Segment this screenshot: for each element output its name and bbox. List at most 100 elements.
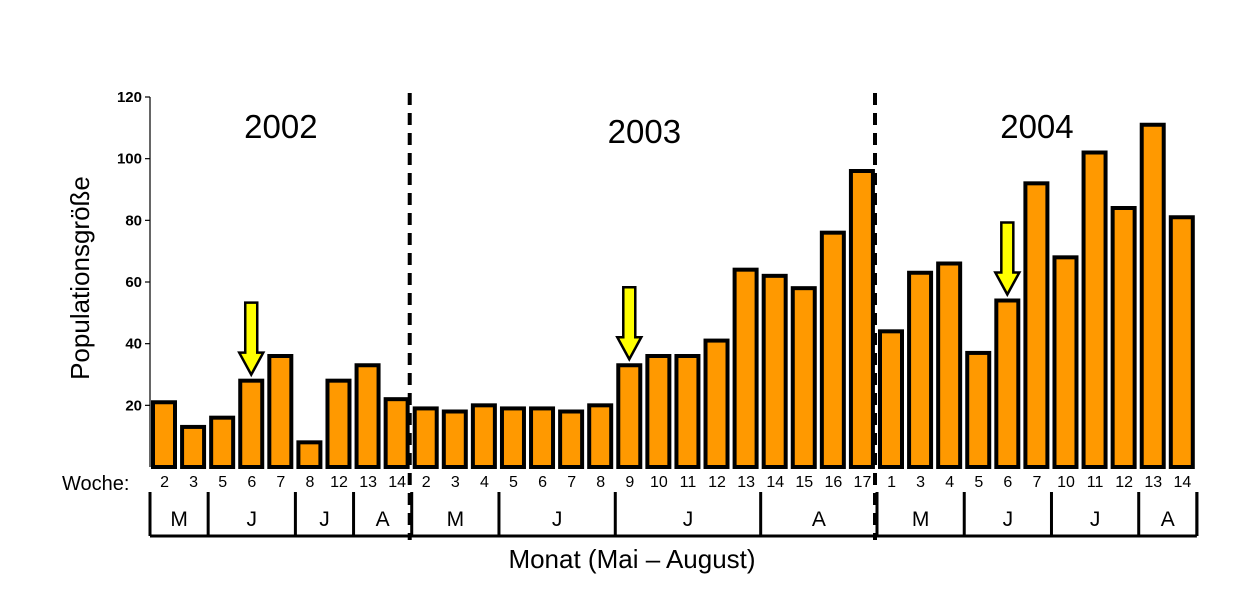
week-tick-label: 2: [422, 474, 431, 491]
bar-2004-week-5: [965, 350, 992, 469]
week-tick-label: 14: [766, 474, 784, 491]
bar-2002-week-12: [325, 378, 352, 469]
month-label: M: [170, 508, 188, 531]
week-tick-label: 3: [916, 474, 925, 491]
bar-2003-week-15: [790, 286, 817, 469]
bar-2003-week-12: [703, 338, 730, 470]
month-label: J: [552, 508, 563, 531]
week-tick-label: 6: [538, 474, 547, 491]
bar-2003-week-3: [441, 409, 468, 469]
bars: [151, 122, 1195, 470]
week-tick-label: 17: [854, 474, 872, 491]
y-axis-label: Populationsgröße: [65, 176, 95, 380]
bar-2003-week-13: [732, 267, 759, 469]
y-tick-label: 40: [125, 336, 142, 353]
bar-2004-week-7: [1023, 181, 1050, 469]
month-label: A: [1161, 508, 1175, 531]
week-tick-label: 2: [160, 474, 169, 491]
week-tick-label: 7: [567, 474, 576, 491]
month-label: J: [319, 508, 330, 531]
week-tick-label: 7: [1032, 474, 1041, 491]
week-tick-label: 5: [974, 474, 983, 491]
bar-2004-week-1: [878, 329, 904, 470]
bar-2003-week-9: [616, 363, 643, 469]
arrow-down-icon: [993, 221, 1022, 298]
y-tick-label: 80: [125, 212, 142, 229]
bar-2002-week-13: [354, 363, 381, 469]
bar-2002-week-14: [383, 397, 410, 469]
bar-2004-week-10: [1052, 255, 1079, 470]
week-tick-label: 5: [218, 474, 227, 491]
week-tick-label: 12: [708, 474, 726, 491]
week-tick-label: 14: [388, 474, 406, 491]
bar-2003-week-11: [674, 354, 701, 469]
week-tick-label: 13: [737, 474, 755, 491]
week-tick-label: 6: [1003, 474, 1012, 491]
week-tick-label: 8: [305, 474, 314, 491]
bar-2002-week-7: [267, 354, 294, 469]
month-label: J: [683, 508, 694, 531]
y-axis: 120 100 80 60 40 20: [117, 89, 151, 467]
week-tick-label: 13: [359, 474, 377, 491]
week-tick-label: 13: [1144, 474, 1162, 491]
arrow-down-icon: [237, 301, 266, 378]
week-tick-label: 12: [330, 474, 348, 491]
arrow-down-icon: [615, 286, 644, 362]
month-label: J: [1090, 508, 1101, 531]
bar-2003-week-5: [499, 406, 526, 469]
bar-2004-week-12: [1110, 206, 1137, 469]
bar-2004-week-4: [936, 261, 963, 469]
event-arrows: [237, 221, 1022, 378]
week-tick-label: 5: [509, 474, 518, 491]
week-tick-label: 3: [451, 474, 460, 491]
week-tick-label: 6: [247, 474, 256, 491]
bar-2003-week-10: [645, 354, 672, 469]
y-tick-label: 20: [125, 397, 142, 414]
bar-2004-week-3: [907, 270, 934, 469]
bar-2003-week-14: [761, 273, 788, 470]
bar-2002-week-2: [151, 400, 177, 469]
bar-2003-week-2: [412, 406, 439, 469]
week-labels: 2 3 5 6 7 8 12 13 14 2 3 4 5 6 7 8 9 10 11 12 13 14 15 16 17 1 3 4 5…: [160, 474, 1191, 491]
month-label: A: [812, 508, 826, 531]
week-tick-label: 4: [480, 474, 489, 491]
week-tick-label: 11: [680, 474, 697, 491]
week-tick-label: 16: [824, 474, 842, 491]
bar-2004-week-14: [1168, 215, 1195, 469]
week-tick-label: 8: [596, 474, 605, 491]
month-label: M: [447, 508, 465, 531]
week-tick-label: 10: [650, 474, 668, 491]
y-tick-label: 100: [117, 151, 142, 168]
month-label: J: [1003, 508, 1014, 531]
year-label: 2003: [608, 113, 681, 150]
bar-2003-week-8: [587, 403, 614, 470]
bar-2002-week-8: [296, 440, 323, 470]
y-tick-label: 60: [125, 274, 142, 291]
week-tick-label: 10: [1057, 474, 1075, 491]
bar-2004-week-13: [1139, 122, 1166, 469]
week-tick-label: 9: [625, 474, 634, 491]
bar-2003-week-6: [529, 406, 556, 469]
week-tick-label: 11: [1087, 474, 1104, 491]
month-label: M: [912, 508, 930, 531]
week-tick-label: 1: [887, 474, 896, 491]
bar-2002-week-6: [238, 378, 265, 469]
bar-2003-week-17: [848, 169, 875, 469]
year-labels: 2002 2003 2004: [244, 108, 1074, 150]
week-tick-label: 7: [276, 474, 285, 491]
year-label: 2002: [244, 108, 317, 145]
x-axis-label: Monat (Mai – August): [508, 544, 755, 574]
bar-2003-week-16: [819, 230, 846, 469]
week-axis-label: Woche:: [62, 473, 129, 495]
bar-2004-week-11: [1081, 150, 1108, 469]
bar-2002-week-5: [209, 415, 236, 469]
bar-2002-week-3: [180, 424, 207, 469]
week-tick-label: 3: [189, 474, 198, 491]
bar-2003-week-7: [558, 409, 585, 469]
year-label: 2004: [1000, 108, 1073, 145]
bar-2003-week-4: [470, 403, 497, 470]
week-tick-label: 15: [795, 474, 813, 491]
week-tick-label: 4: [945, 474, 954, 491]
